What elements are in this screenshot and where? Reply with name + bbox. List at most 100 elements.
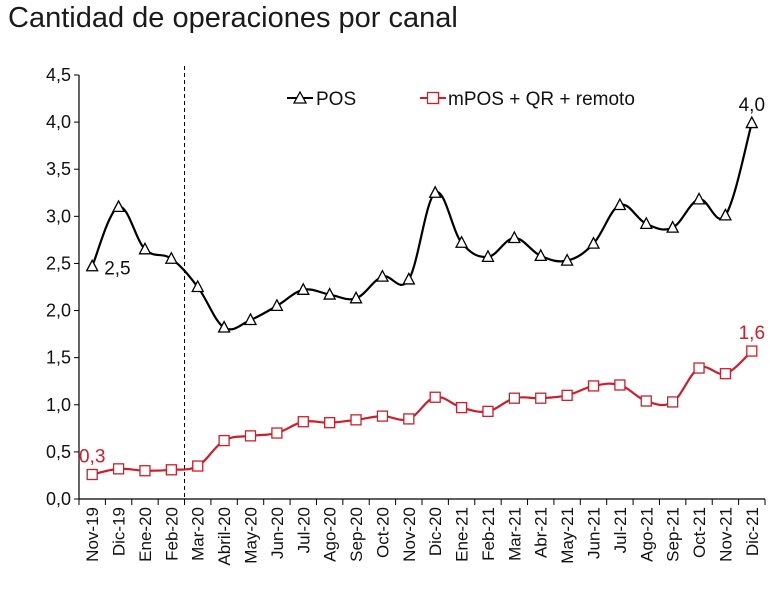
y-tick-label: 3,5 [46,159,71,179]
point-mpos [350,414,362,426]
point-pos [402,272,416,285]
point-mpos [693,362,705,374]
point-pos [217,320,231,333]
chart-title: Cantidad de operaciones por canal [8,2,458,34]
point-mpos [271,427,283,439]
legend-pos-triangle-icon [292,90,308,104]
x-tick-label: Nov-19 [83,507,102,562]
point-mpos [297,416,309,428]
x-tick-label: Ene-21 [453,507,472,562]
x-tick-label: Dic-21 [743,507,762,556]
point-mpos [244,430,257,442]
point-pos [375,269,389,282]
y-axis-ticks: 0,0 0,5 1,0 1,5 2,0 2,5 3,0 3,5 4,0 4,5 [46,65,79,509]
point-mpos [86,468,98,481]
x-tick-label: Oct-20 [373,507,392,558]
x-tick-label: Ene-20 [136,507,155,562]
point-pos [692,191,706,205]
point-mpos [139,465,151,477]
point-pos [718,207,732,221]
point-mpos [112,463,125,475]
point-mpos [192,460,204,472]
point-pos [613,197,627,211]
point-mpos [455,401,468,414]
point-mpos [482,405,494,418]
point-pos [666,220,680,233]
x-tick-label: Ago-20 [321,507,340,562]
point-mpos [376,410,389,422]
point-pos [481,249,495,262]
y-tick-label: 3,0 [46,206,71,226]
point-pos [270,298,284,311]
point-mpos [218,434,230,447]
x-tick-label: Jun-21 [585,507,604,559]
point-mpos [614,379,626,391]
chart-axes [78,75,765,500]
x-tick-label: Sep-20 [347,507,366,562]
y-tick-label: 1,0 [46,395,71,415]
series-line-mpos [91,350,753,476]
x-tick-label: May-20 [242,507,261,564]
point-mpos [561,389,573,402]
x-tick-label: Abr-21 [532,507,551,558]
series-line-pos [91,122,753,331]
legend-mpos-label: mPOS + QR + remoto [448,89,635,110]
x-tick-label: Nov-21 [716,507,735,562]
point-mpos [403,413,415,425]
point-pos [507,230,521,244]
point-pos [745,115,759,129]
point-pos [85,258,99,272]
x-tick-label: Jul-21 [611,507,630,553]
point-pos [191,279,205,293]
y-tick-label: 4,0 [46,112,71,132]
x-tick-label: Ago-21 [637,507,656,562]
point-pos [296,282,310,295]
x-tick-label: Abril-20 [215,507,234,566]
point-pos [243,312,258,326]
point-mpos [165,464,177,476]
point-pos [534,248,548,262]
data-label: 0,3 [79,447,105,468]
point-pos [112,199,126,213]
point-pos [349,290,363,304]
x-tick-label: May-21 [558,507,577,564]
x-tick-label: Oct-21 [690,507,709,558]
y-tick-label: 0,5 [46,442,71,462]
point-pos [639,216,653,230]
x-tick-label: Feb-21 [479,507,498,561]
point-mpos [535,392,547,404]
point-pos [323,287,337,300]
point-pos [560,253,574,266]
annotations-group: 2,5 4,0 0,3 1,6 [79,95,765,467]
point-mpos [508,392,520,404]
point-mpos [324,417,336,429]
x-tick-label: Feb-20 [162,507,181,561]
point-mpos [746,345,758,357]
point-mpos [667,396,679,408]
point-pos [138,241,152,255]
y-tick-label: 0,0 [46,489,71,509]
x-tick-label: Jul-20 [294,507,313,553]
x-axis-ticks: Nov-19 Dic-19 Ene-20 Feb-20 Mar-20 Abril-20 Ma… [78,499,766,566]
y-tick-label: 4,5 [46,65,71,85]
x-tick-label: Dic-19 [110,507,129,556]
x-tick-label: Jun-20 [268,507,287,559]
x-tick-label: Mar-20 [189,507,208,561]
point-pos [428,185,442,198]
x-tick-label: Sep-21 [664,507,683,562]
data-label: 2,5 [104,258,130,279]
data-label: 1,6 [739,323,765,344]
legend: POS mPOS + QR + remoto [287,89,635,110]
x-tick-label: Dic-20 [426,507,445,556]
point-mpos [587,380,600,392]
point-mpos [429,391,441,403]
y-tick-label: 1,5 [46,348,71,368]
point-pos [586,236,601,249]
data-label: 4,0 [739,95,765,116]
x-tick-label: Nov-20 [400,507,419,562]
point-mpos [719,368,732,380]
y-tick-label: 2,0 [46,301,71,321]
y-tick-label: 2,5 [46,253,71,273]
point-pos [164,251,178,264]
